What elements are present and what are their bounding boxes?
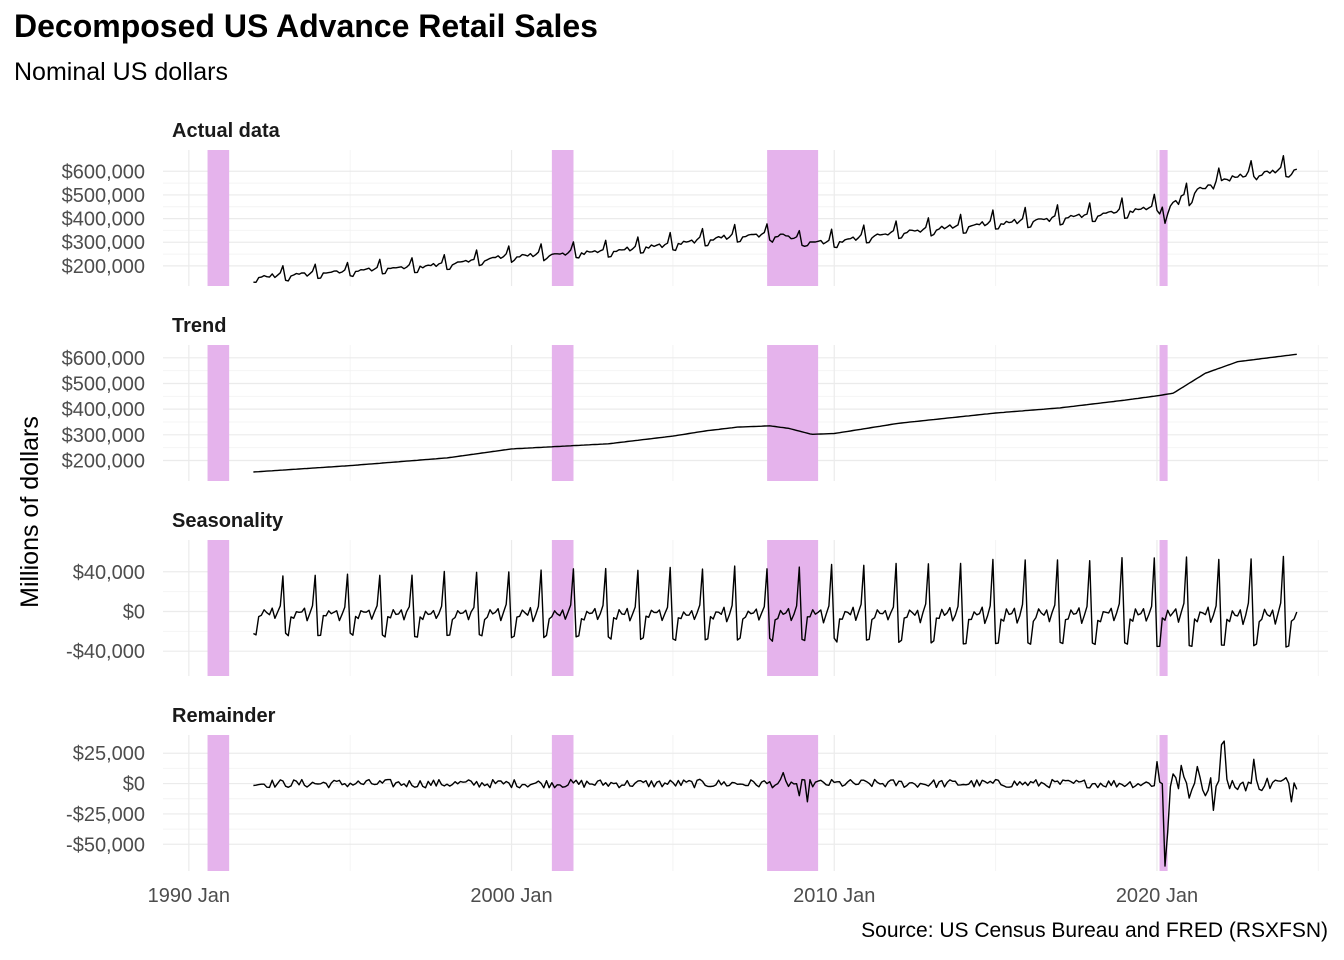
y-tick-label: $0 [123, 774, 145, 796]
y-tick-label: $200,000 [62, 256, 145, 278]
series-line-actual [253, 154, 1297, 283]
y-axis-label: Millions of dollars [16, 416, 44, 608]
x-tick-label: 2000 Jan [470, 885, 552, 907]
chart-title: Decomposed US Advance Retail Sales [14, 8, 598, 44]
y-tick-label: -$40,000 [66, 641, 145, 663]
y-tick-label: $40,000 [73, 562, 145, 584]
y-tick-label: $500,000 [62, 373, 145, 395]
y-tick-label: $200,000 [62, 450, 145, 472]
panel-title: Seasonality [172, 510, 284, 532]
series-line-trend [253, 353, 1297, 473]
panel-remainder: Remainder -$50,000 -$25,000 $0 $25,000 [66, 705, 1328, 871]
y-tick-label: $300,000 [62, 232, 145, 254]
y-tick-label: $300,000 [62, 425, 145, 447]
recession-band [767, 345, 819, 481]
y-tick-label: $600,000 [62, 348, 145, 370]
recession-band [551, 345, 574, 481]
panel-title: Actual data [172, 120, 281, 142]
recession-band [207, 345, 230, 481]
panel-actual: Actual data $200,000$300,000$400,000$500,… [62, 120, 1328, 286]
recession-band [207, 150, 230, 286]
recession-band [551, 150, 574, 286]
recession-band [207, 540, 230, 676]
panel-title: Trend [172, 315, 226, 337]
recession-band [767, 540, 819, 676]
y-tick-label: $600,000 [62, 161, 145, 183]
panel-title: Remainder [172, 705, 276, 727]
recession-band [207, 735, 230, 871]
x-tick-label: 1990 Jan [148, 885, 230, 907]
recession-band [1159, 540, 1168, 676]
recession-band [551, 540, 574, 676]
series-line-remainder [253, 740, 1298, 867]
y-tick-label: $400,000 [62, 209, 145, 231]
recession-band [551, 735, 574, 871]
y-tick-label: $500,000 [62, 185, 145, 207]
recession-band [1159, 345, 1168, 481]
panel-trend: Trend $200,000 $300,000 $400,000 $500,000 $60… [62, 315, 1328, 481]
series-line-seasonal [253, 555, 1298, 648]
y-tick-label: -$50,000 [66, 834, 145, 856]
recession-band [767, 735, 819, 871]
recession-band [767, 150, 819, 286]
chart-subtitle: Nominal US dollars [14, 58, 228, 86]
panel-seasonal: Seasonality -$40,000 $0 $40,000 [66, 510, 1328, 676]
y-tick-label: $25,000 [73, 743, 145, 765]
y-tick-label: $0 [123, 601, 145, 623]
x-tick-label: 2020 Jan [1116, 885, 1198, 907]
source-caption: Source: US Census Bureau and FRED (RSXFS… [861, 919, 1328, 942]
x-tick-label: 2010 Jan [793, 885, 875, 907]
y-tick-label: $400,000 [62, 399, 145, 421]
y-tick-label: -$25,000 [66, 804, 145, 826]
